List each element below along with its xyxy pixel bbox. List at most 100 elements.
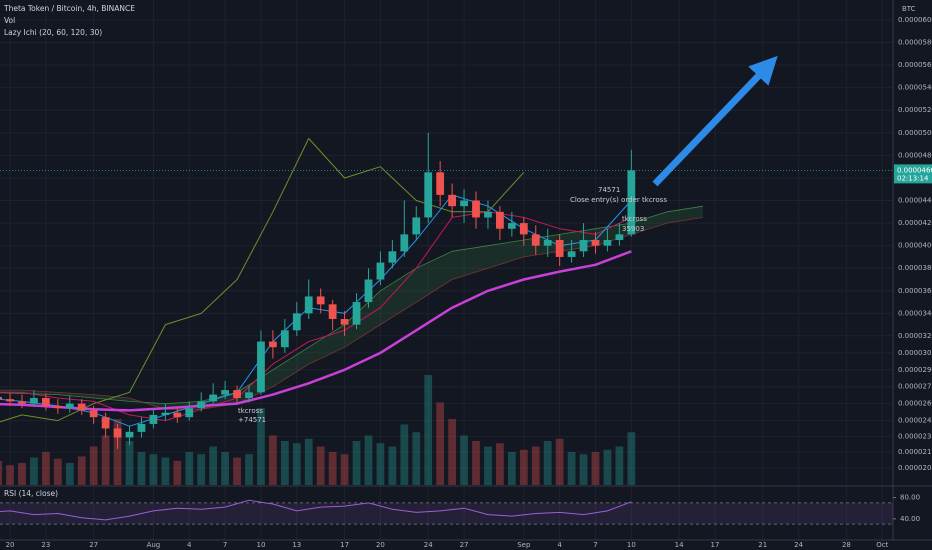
x-tick-label: 10 xyxy=(627,541,636,549)
x-tick-label: 17 xyxy=(711,541,720,549)
volume-bar xyxy=(233,457,241,485)
volume-bar xyxy=(328,452,337,485)
volume-bar xyxy=(245,454,253,485)
plot-area xyxy=(0,132,704,521)
volume-bar xyxy=(269,435,277,485)
y-tick-label: 0.00004400 xyxy=(898,197,932,205)
y-tick-label: 0.00004200 xyxy=(898,219,932,227)
volume-bar xyxy=(400,424,409,485)
x-tick-label: 17 xyxy=(340,541,349,549)
annotation: tkcross xyxy=(622,215,647,223)
candle-body xyxy=(269,341,277,348)
annotation: 74571 xyxy=(598,186,620,194)
candle-body xyxy=(77,403,86,411)
candle-body xyxy=(424,172,433,218)
candle-body xyxy=(400,234,409,252)
volume-bar xyxy=(448,419,456,485)
x-tick-label: Sep xyxy=(517,541,531,549)
candle-body xyxy=(555,240,564,257)
candle-body xyxy=(280,330,289,348)
y-tick-label: 0.00002310 xyxy=(898,432,932,440)
candle-body xyxy=(30,397,38,404)
x-tick-label: 20 xyxy=(376,541,385,549)
candle-body xyxy=(125,431,134,438)
candle-body xyxy=(388,251,397,263)
candle-body xyxy=(101,417,110,429)
candle-body xyxy=(328,304,337,320)
volume-bar xyxy=(0,460,2,485)
y-tick-label: 0.00002450 xyxy=(898,417,932,425)
volume-bar xyxy=(161,457,170,485)
volume-bar xyxy=(149,454,158,485)
candle-body xyxy=(376,262,385,280)
candle-body xyxy=(567,251,576,257)
candle-body xyxy=(65,403,74,409)
x-tick-label: 4 xyxy=(557,541,562,549)
candle-body xyxy=(543,240,552,246)
volume-bar xyxy=(543,441,552,485)
y-tick-label: 0.00002030 xyxy=(898,464,932,472)
volume-bar xyxy=(555,438,564,485)
volume-bar xyxy=(519,449,528,485)
x-tick-label: 24 xyxy=(424,541,433,549)
volume-bar xyxy=(531,446,540,485)
indicator-line xyxy=(0,211,632,422)
candle-body xyxy=(519,223,528,235)
candle-body xyxy=(18,401,26,404)
drawn-arrow xyxy=(652,55,778,187)
volume-bar xyxy=(388,446,397,485)
y-tick-label: 0.00005000 xyxy=(898,129,932,137)
candle-body xyxy=(460,200,468,207)
candle-body xyxy=(448,194,456,207)
annotation: 35903 xyxy=(622,225,644,233)
candle-body xyxy=(304,296,313,314)
candle-body xyxy=(472,200,480,218)
candle-body xyxy=(113,428,122,438)
volume-bar xyxy=(603,449,612,485)
x-tick-label: 20 xyxy=(6,541,15,549)
x-tick-label: 13 xyxy=(292,541,301,549)
candle-body xyxy=(185,408,194,418)
volume-bar xyxy=(77,456,86,485)
candle-body xyxy=(89,410,98,418)
y-tick-label: 0.00006000 xyxy=(898,16,932,24)
indicator-line xyxy=(0,138,525,423)
y-tick-label: 0.00002170 xyxy=(898,448,932,456)
volume-bar xyxy=(591,452,600,485)
volume-bar xyxy=(460,435,468,485)
y-tick-label: 0.00003600 xyxy=(898,287,932,295)
annotation: tkcross xyxy=(238,407,263,415)
annotation: Close entry(s) order tkcross xyxy=(570,196,667,204)
candle-body xyxy=(591,240,600,246)
candle-body xyxy=(197,401,206,409)
chart-title: Theta Token / Bitcoin, 4h, BINANCE xyxy=(3,4,135,13)
indicator-label: Lazy Ichi (20, 60, 120, 30) xyxy=(4,28,102,37)
volume-bar xyxy=(352,441,361,485)
volume-bar xyxy=(65,463,74,485)
volume-bar xyxy=(364,435,373,485)
volume-bar xyxy=(280,441,289,485)
candle-body xyxy=(507,223,516,229)
candle-body xyxy=(137,423,146,432)
x-tick-label: 4 xyxy=(187,541,192,549)
candle-body xyxy=(615,234,624,241)
candle-body xyxy=(579,240,588,252)
x-tick-label: 27 xyxy=(89,541,98,549)
candle-body xyxy=(412,217,421,235)
y-tick-label: 0.00005200 xyxy=(898,106,932,114)
candle-body xyxy=(41,397,50,406)
volume-bar xyxy=(89,446,98,485)
candle-body xyxy=(221,390,229,395)
unit-label: BTC xyxy=(902,5,916,13)
x-tick-label: 23 xyxy=(41,541,50,549)
volume-bar xyxy=(30,457,38,485)
volume-bar xyxy=(340,454,349,485)
candle-body xyxy=(436,172,445,195)
rsi-line xyxy=(0,499,632,521)
volume-bar xyxy=(496,443,504,485)
y-tick-label: 0.00005800 xyxy=(898,39,932,47)
volume-label: Vol xyxy=(4,16,15,25)
y-tick-label: 0.00005600 xyxy=(898,61,932,69)
candle-body xyxy=(292,313,301,331)
candle-body xyxy=(531,234,540,246)
